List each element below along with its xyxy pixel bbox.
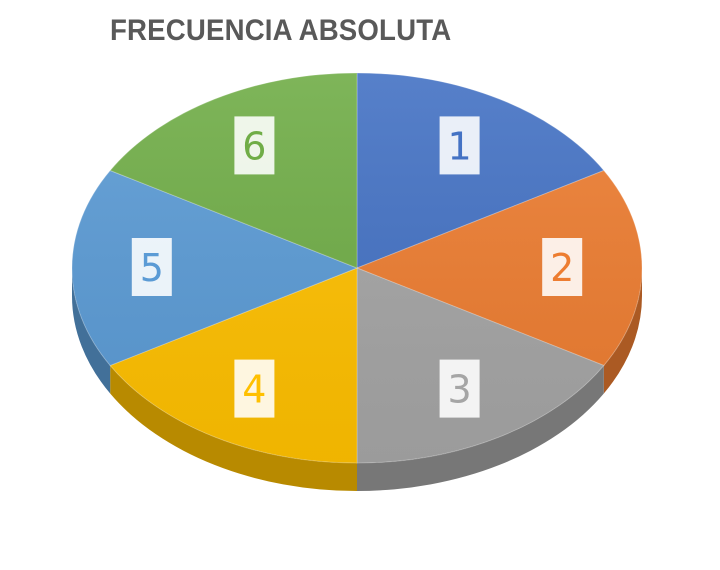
pie-label-6: 6 bbox=[234, 116, 275, 175]
pie-data-labels: 1 2 3 4 5 6 bbox=[131, 116, 583, 418]
pie-label-1: 1 bbox=[439, 116, 480, 175]
svg-text:5: 5 bbox=[140, 246, 164, 290]
svg-text:6: 6 bbox=[242, 124, 266, 168]
svg-text:3: 3 bbox=[448, 368, 472, 412]
svg-text:4: 4 bbox=[242, 368, 266, 412]
pie-label-4: 4 bbox=[234, 359, 275, 418]
chart-title: FRECUENCIA ABSOLUTA bbox=[110, 14, 452, 47]
pie-label-3: 3 bbox=[439, 359, 480, 418]
svg-text:2: 2 bbox=[550, 246, 574, 290]
pie-label-2: 2 bbox=[542, 238, 583, 296]
svg-text:1: 1 bbox=[448, 124, 472, 168]
pie-label-5: 5 bbox=[131, 238, 172, 296]
